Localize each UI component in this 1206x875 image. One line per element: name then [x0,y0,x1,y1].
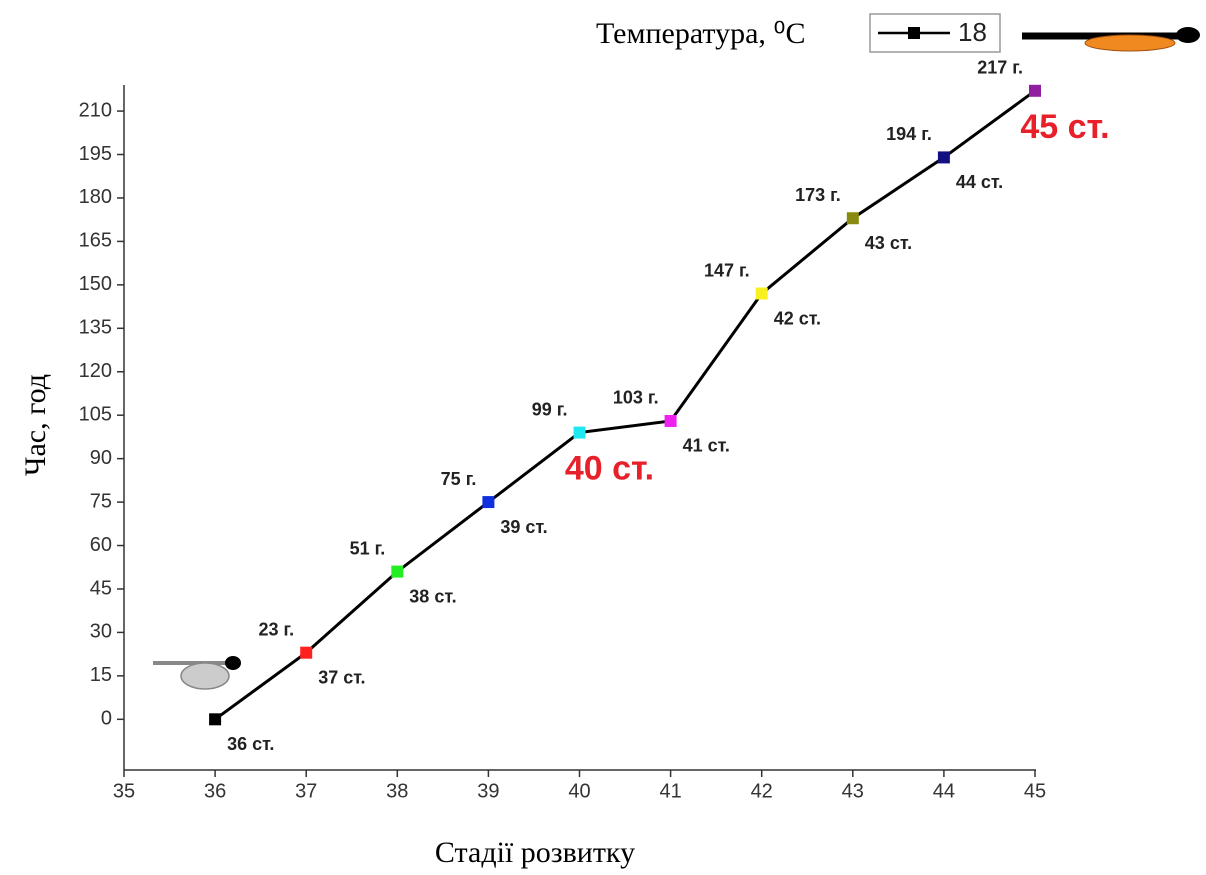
value-label: 23 г. [258,619,294,639]
stage-label-highlight: 40 ст. [565,450,654,488]
x-tick-label: 43 [842,780,864,802]
point-marker [756,288,768,300]
value-label: 75 г. [441,469,477,489]
point-marker [665,415,677,427]
y-tick-label: 165 [79,230,112,252]
stage-label: 44 ст. [956,172,1003,192]
value-label: 103 г. [613,388,659,408]
x-tick-label: 37 [295,780,317,802]
value-label: 147 г. [704,260,750,280]
point-marker [300,647,312,659]
y-tick-label: 150 [79,273,112,295]
stage-label: 43 ст. [865,233,912,253]
y-tick-label: 60 [90,534,112,556]
value-label: 194 г. [886,124,932,144]
x-tick-label: 44 [933,780,955,802]
y-tick-label: 90 [90,447,112,469]
stage-label: 36 ст. [227,734,274,754]
y-tick-label: 210 [79,99,112,121]
y-tick-label: 195 [79,143,112,165]
x-tick-label: 40 [568,780,590,802]
stage-label: 42 ст. [774,308,821,328]
y-tick-label: 180 [79,186,112,208]
point-marker [482,496,494,508]
x-tick-label: 38 [386,780,408,802]
x-tick-label: 45 [1024,780,1046,802]
x-tick-label: 41 [659,780,681,802]
fish-icon [153,656,241,689]
x-tick-label: 36 [204,780,226,802]
point-marker [847,212,859,224]
fish-icon [1022,27,1200,51]
legend-marker [908,27,920,39]
stage-label: 39 ст. [500,517,547,537]
point-marker [391,566,403,578]
value-label: 173 г. [795,185,841,205]
chart: Температура, ⁰C Час, год Стадії розвитку… [0,0,1206,875]
value-label: 217 г. [977,58,1023,78]
y-tick-label: 120 [79,360,112,382]
stage-label-highlight: 45 ст. [1020,108,1109,146]
x-tick-label: 35 [113,780,135,802]
point-marker [938,151,950,163]
point-marker [574,427,586,439]
y-tick-label: 15 [90,664,112,686]
y-tick-label: 30 [90,621,112,643]
y-tick-label: 0 [101,708,112,730]
x-tick-label: 39 [477,780,499,802]
stage-label: 38 ст. [409,586,456,606]
y-tick-label: 135 [79,317,112,339]
y-axis-label: Час, год [19,374,52,476]
y-tick-label: 45 [90,577,112,599]
value-label: 51 г. [350,538,386,558]
x-axis-label: Стадії розвитку [435,836,635,869]
stage-label: 37 ст. [318,667,365,687]
value-label: 99 г. [532,399,568,419]
stage-label: 41 ст. [683,436,730,456]
y-tick-label: 75 [90,490,112,512]
point-marker [209,713,221,725]
point-marker [1029,85,1041,97]
x-tick-label: 42 [751,780,773,802]
y-tick-label: 105 [79,403,112,425]
legend-label: 18 [958,17,987,47]
legend-title: Температура, ⁰C [596,17,805,50]
